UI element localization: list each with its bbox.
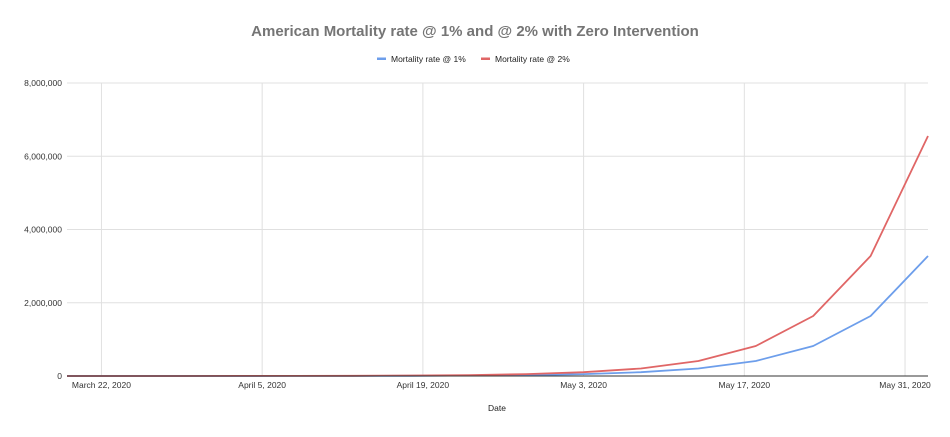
x-tick-label: March 22, 2020	[72, 380, 131, 390]
series-lines	[66, 135, 929, 377]
legend: Mortality rate @ 1% Mortality rate @ 2%	[377, 54, 570, 64]
x-axis-ticks: March 22, 2020 April 5, 2020 April 19, 202…	[72, 380, 931, 390]
chart-title: American Mortality rate @ 1% and @ 2% wi…	[251, 23, 699, 40]
x-tick-label: April 19, 2020	[397, 380, 450, 390]
y-tick-label: 2,000,000	[24, 298, 62, 308]
x-tick-label: May 31, 2020	[879, 380, 931, 390]
x-tick-label: April 5, 2020	[238, 380, 286, 390]
y-axis-ticks: 0 2,000,000 4,000,000 6,000,000 8,000,000	[24, 78, 62, 381]
legend-label-2pct[interactable]: Mortality rate @ 2%	[495, 54, 570, 64]
legend-swatch-2pct	[481, 57, 490, 60]
x-axis-title: Date	[488, 403, 506, 413]
y-tick-label: 8,000,000	[24, 78, 62, 88]
y-tick-label: 0	[57, 371, 62, 381]
y-tick-label: 6,000,000	[24, 151, 62, 161]
legend-label-1pct[interactable]: Mortality rate @ 1%	[391, 54, 466, 64]
series-line-1pct[interactable]	[67, 255, 929, 377]
x-tick-label: May 17, 2020	[719, 380, 771, 390]
y-tick-label: 4,000,000	[24, 225, 62, 235]
gridlines	[67, 82, 928, 376]
series-line-2pct[interactable]	[67, 135, 929, 377]
legend-swatch-1pct	[377, 57, 386, 60]
x-tick-label: May 3, 2020	[560, 380, 607, 390]
